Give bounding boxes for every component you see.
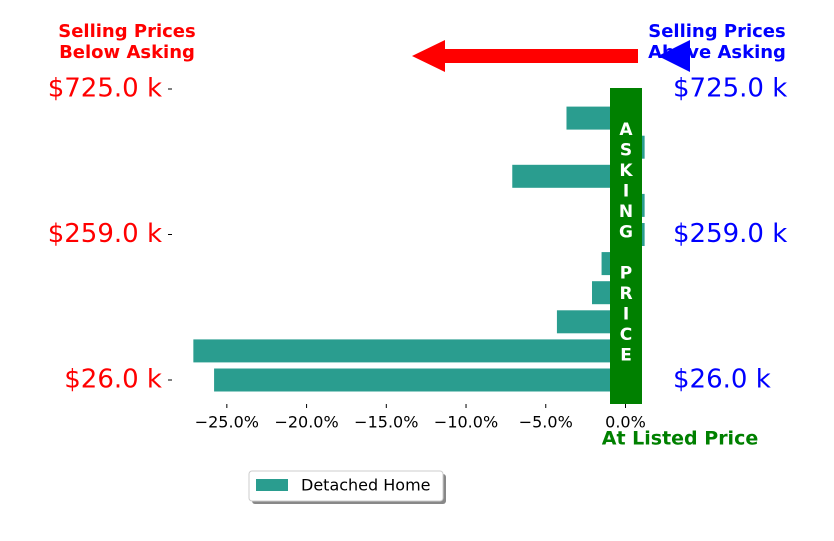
legend-box [248,470,444,502]
annotation-listed: At Listed Price [602,428,758,450]
asking-letter: G [619,223,633,243]
bar [556,310,626,334]
legend-label: Detached Home [301,476,431,495]
annotation-above: Selling Prices [648,21,785,42]
asking-letter: A [619,120,633,140]
legend-swatch [256,479,288,491]
y-tick-label: $26.0 k [64,365,162,395]
asking-letter: I [623,182,629,202]
y2-tick-label: $725.0 k [673,74,787,104]
x-tick-label: −25.0% [195,413,259,432]
x-tick-label: 0.0% [605,413,646,432]
arrow-left [412,40,638,72]
asking-letter: P [620,264,632,284]
asking-letter: K [619,161,633,181]
bar [512,164,626,188]
x-tick-label: −15.0% [354,413,418,432]
x-tick-label: −10.0% [434,413,498,432]
asking-letter [623,243,629,263]
y2-tick-label: $26.0 k [673,365,771,395]
y2-tick-label: $259.0 k [673,219,787,249]
x-tick-label: −5.0% [519,413,573,432]
asking-letter: C [620,325,632,345]
asking-letter: R [619,284,632,304]
y-tick-label: $259.0 k [48,219,162,249]
annotation-above: Above Asking [648,42,786,63]
asking-band [610,88,642,404]
x-tick-label: −20.0% [274,413,338,432]
annotation-below: Selling Prices [58,21,195,42]
bar [214,368,626,392]
asking-letter: N [619,202,633,222]
asking-letter: S [620,141,632,161]
asking-letter: I [623,305,629,325]
annotation-below: Below Asking [59,42,195,63]
y-tick-label: $725.0 k [48,74,162,104]
bar [193,339,626,363]
arrow-right [658,40,690,72]
asking-letter: E [620,346,632,366]
